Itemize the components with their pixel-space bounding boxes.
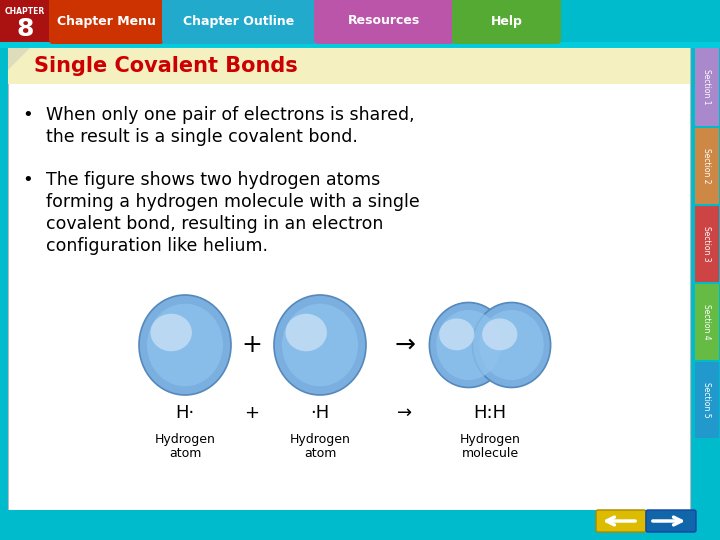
Text: molecule: molecule — [462, 447, 518, 460]
Ellipse shape — [436, 310, 500, 380]
FancyBboxPatch shape — [0, 42, 720, 48]
Ellipse shape — [139, 295, 231, 395]
Text: Help: Help — [490, 15, 523, 28]
FancyBboxPatch shape — [695, 206, 719, 282]
Text: ·H: ·H — [310, 404, 330, 422]
Text: Single Covalent Bonds: Single Covalent Bonds — [34, 56, 298, 76]
Text: •: • — [22, 106, 33, 124]
FancyBboxPatch shape — [0, 0, 720, 42]
FancyBboxPatch shape — [0, 0, 50, 42]
Text: the result is a single covalent bond.: the result is a single covalent bond. — [46, 128, 358, 146]
Text: Chapter Menu: Chapter Menu — [57, 15, 156, 28]
Ellipse shape — [439, 319, 474, 350]
Ellipse shape — [429, 302, 508, 388]
Text: Section 5: Section 5 — [703, 382, 711, 418]
Ellipse shape — [147, 303, 223, 386]
Text: Chapter Outline: Chapter Outline — [184, 15, 294, 28]
FancyBboxPatch shape — [49, 0, 164, 44]
Ellipse shape — [282, 303, 358, 386]
Text: configuration like helium.: configuration like helium. — [46, 237, 268, 255]
FancyBboxPatch shape — [8, 48, 690, 84]
FancyBboxPatch shape — [695, 284, 719, 360]
Text: →: → — [397, 404, 413, 422]
Text: The figure shows two hydrogen atoms: The figure shows two hydrogen atoms — [46, 171, 380, 189]
Ellipse shape — [472, 302, 551, 388]
FancyBboxPatch shape — [596, 510, 646, 532]
Text: atom: atom — [304, 447, 336, 460]
Ellipse shape — [482, 319, 518, 350]
Text: 8: 8 — [17, 17, 34, 41]
Text: Hydrogen: Hydrogen — [289, 433, 351, 446]
FancyBboxPatch shape — [646, 510, 696, 532]
Text: Section 3: Section 3 — [703, 226, 711, 262]
Text: covalent bond, resulting in an electron: covalent bond, resulting in an electron — [46, 215, 383, 233]
Text: forming a hydrogen molecule with a single: forming a hydrogen molecule with a singl… — [46, 193, 420, 211]
Text: Resources: Resources — [348, 15, 420, 28]
Text: +: + — [245, 404, 259, 422]
Ellipse shape — [286, 314, 327, 351]
Text: Section 1: Section 1 — [703, 69, 711, 105]
Text: CHAPTER: CHAPTER — [5, 7, 45, 16]
Text: Hydrogen: Hydrogen — [459, 433, 521, 446]
Ellipse shape — [480, 310, 544, 380]
Text: H·: H· — [176, 404, 194, 422]
Text: →: → — [395, 333, 415, 357]
Text: Section 2: Section 2 — [703, 148, 711, 184]
Text: Section 4: Section 4 — [703, 304, 711, 340]
Text: When only one pair of electrons is shared,: When only one pair of electrons is share… — [46, 106, 415, 124]
Text: atom: atom — [168, 447, 201, 460]
FancyBboxPatch shape — [162, 0, 316, 44]
Text: Hydrogen: Hydrogen — [155, 433, 215, 446]
Text: H:H: H:H — [474, 404, 507, 422]
FancyBboxPatch shape — [8, 510, 690, 532]
Text: +: + — [242, 333, 262, 357]
FancyBboxPatch shape — [8, 48, 690, 510]
Ellipse shape — [274, 295, 366, 395]
FancyBboxPatch shape — [695, 128, 719, 204]
FancyBboxPatch shape — [695, 362, 719, 438]
FancyBboxPatch shape — [314, 0, 454, 44]
FancyBboxPatch shape — [695, 48, 719, 126]
Polygon shape — [8, 48, 30, 70]
Ellipse shape — [150, 314, 192, 351]
FancyBboxPatch shape — [452, 0, 561, 44]
Text: •: • — [22, 171, 33, 189]
